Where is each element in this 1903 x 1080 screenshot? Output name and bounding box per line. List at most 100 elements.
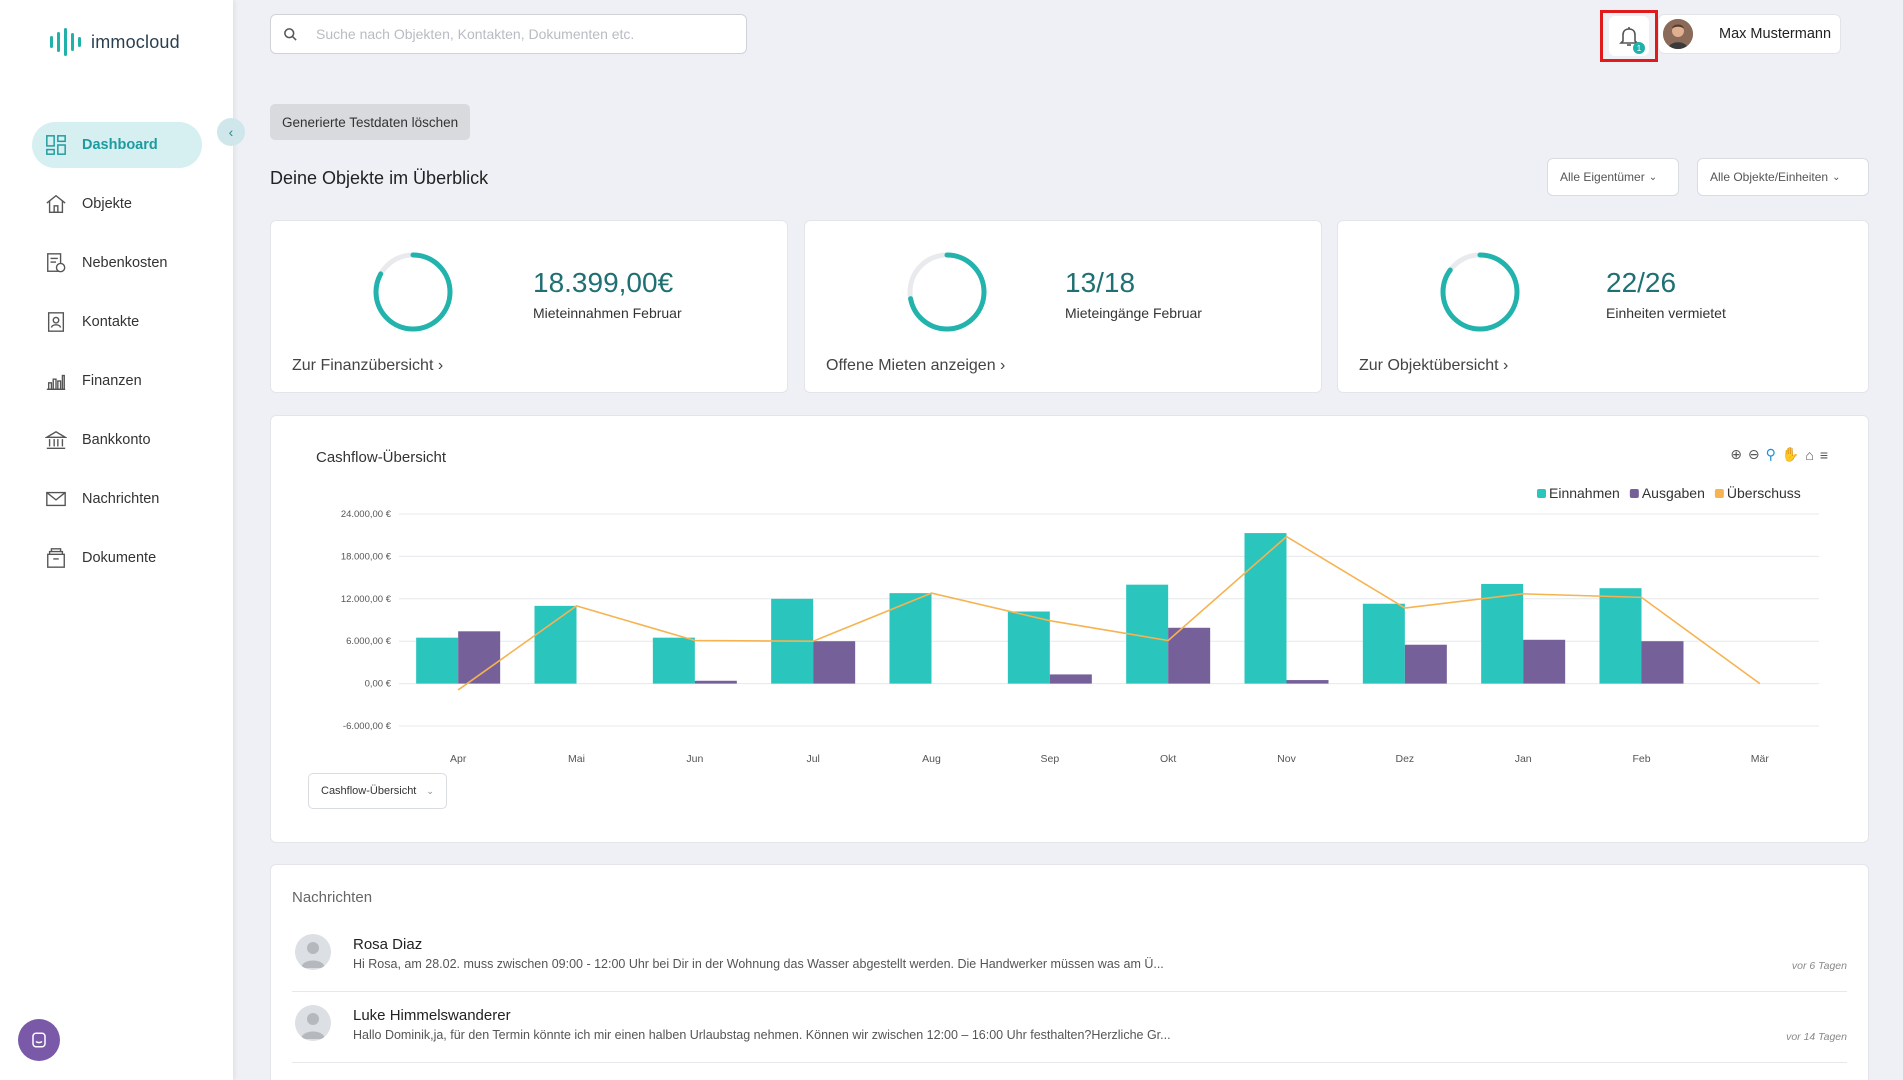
y-tick-label: 12.000,00 € — [341, 594, 392, 605]
magnifier-icon[interactable]: ⚲ — [1765, 446, 1776, 462]
bar-ausgaben — [1523, 639, 1566, 684]
sidebar-item-nebenkosten[interactable]: Nebenkosten — [32, 240, 202, 286]
message-sender: Luke Himmelswanderer — [353, 1007, 511, 1024]
x-tick-label: Apr — [450, 753, 467, 765]
collapse-sidebar-button[interactable]: ‹ — [217, 118, 245, 146]
chart-toolbar: ⊕ ⊖ ⚲ ✋ ⌂ ≡ — [1730, 446, 1828, 463]
kpi-card-rent-payments: 13/18 Mieteingänge Februar Offene Mieten… — [804, 220, 1322, 393]
sidebar-nav: Dashboard Objekte Nebenkosten Kontakte F… — [32, 122, 202, 594]
progress-ring-fill — [1440, 252, 1520, 332]
zoom-out-icon[interactable]: ⊖ — [1747, 446, 1760, 462]
sidebar-item-kontakte[interactable]: Kontakte — [32, 299, 202, 345]
y-tick-label: 18.000,00 € — [341, 551, 392, 562]
user-menu[interactable]: Max Mustermann — [1658, 14, 1841, 54]
sidebar-item-label: Nachrichten — [82, 491, 160, 507]
bar-einnahmen — [416, 637, 459, 684]
documents-icon — [44, 546, 68, 570]
message-time: vor 6 Tagen — [1791, 960, 1847, 972]
cashflow-chart: 24.000,00 € 18.000,00 € 12.000,00 € 6.000,0… — [341, 484, 1819, 765]
delete-test-data-button[interactable]: Generierte Testdaten löschen — [270, 104, 471, 140]
pan-hand-icon[interactable]: ✋ — [1781, 446, 1800, 462]
kpi-value: 22/26 — [1606, 267, 1677, 298]
y-tick-label: 24.000,00 € — [341, 509, 392, 520]
messages-card: Nachrichten Rosa Diaz Hi Rosa, am 28.02.… — [270, 864, 1869, 1080]
x-tick-label: Feb — [1632, 753, 1650, 765]
sidebar-item-nachrichten[interactable]: Nachrichten — [32, 476, 202, 522]
y-tick-label: 0,00 € — [365, 679, 392, 690]
object-overview-link[interactable]: Zur Objektübersicht › — [1359, 357, 1509, 374]
progress-ring — [373, 252, 453, 332]
x-tick-label: Aug — [922, 753, 941, 765]
bar-einnahmen — [889, 593, 932, 684]
sidebar: immocloud Dashboard Objekte Nebenkosten … — [0, 0, 233, 1080]
chart-type-select[interactable]: Cashflow-Übersicht ⌄ — [308, 773, 447, 809]
bar-ausgaben — [1286, 680, 1329, 684]
sidebar-item-dashboard[interactable]: Dashboard — [32, 122, 202, 168]
notification-highlight: 1 — [1600, 10, 1658, 62]
reset-home-icon[interactable]: ⌂ — [1805, 446, 1814, 463]
legend-marker — [1537, 489, 1546, 498]
page-title: Deine Objekte im Überblick — [270, 168, 489, 188]
x-tick-label: Mai — [568, 753, 585, 765]
kpi-card-units-rented: 22/26 Einheiten vermietet Zur Objektüber… — [1337, 220, 1869, 393]
progress-ring-fill — [907, 252, 987, 332]
x-tick-label: Okt — [1160, 753, 1176, 765]
owner-filter-select[interactable]: Alle Eigentümer ⌄ — [1547, 158, 1679, 196]
x-tick-label: Jan — [1515, 753, 1532, 765]
bank-icon — [44, 428, 68, 452]
bar-einnahmen — [534, 605, 577, 684]
x-tick-label: Jul — [806, 753, 819, 765]
message-preview: Hallo Dominik,ja, für den Termin könnte … — [353, 1028, 1171, 1042]
kpi-label: Mieteinnahmen Februar — [533, 305, 682, 321]
search-input[interactable] — [316, 26, 716, 42]
cashflow-chart-card: 24.000,00 € 18.000,00 € 12.000,00 € 6.000,0… — [270, 415, 1869, 843]
open-rents-link[interactable]: Offene Mieten anzeigen › — [826, 357, 1006, 374]
progress-ring — [1440, 252, 1520, 332]
notifications-button[interactable]: 1 — [1609, 16, 1649, 56]
kpi-card-income: 18.399,00€ Mieteinnahmen Februar Zur Fin… — [270, 220, 788, 393]
y-tick-label: -6.000,00 € — [343, 721, 392, 732]
x-tick-label: Dez — [1395, 753, 1414, 765]
bar-ausgaben — [813, 641, 856, 684]
chevron-left-icon: ‹ — [228, 124, 234, 140]
sidebar-item-dokumente[interactable]: Dokumente — [32, 535, 202, 581]
legend-marker — [1629, 489, 1639, 498]
sidebar-item-label: Dokumente — [82, 550, 157, 566]
chat-widget-button[interactable] — [18, 1019, 60, 1061]
sidebar-item-objekte[interactable]: Objekte — [32, 181, 202, 227]
progress-ring — [907, 252, 987, 332]
bar-ausgaben — [1168, 627, 1211, 684]
search-icon — [284, 27, 297, 41]
sidebar-item-label: Nebenkosten — [82, 255, 168, 271]
bar-ausgaben — [1641, 641, 1684, 684]
object-filter-select[interactable]: Alle Objekte/Einheiten ⌄ — [1697, 158, 1869, 196]
logo-icon — [50, 28, 81, 56]
dashboard-icon — [44, 133, 68, 157]
kpi-value: 18.399,00€ — [533, 267, 674, 298]
zoom-in-icon[interactable]: ⊕ — [1730, 446, 1742, 462]
x-tick-label: Nov — [1277, 753, 1296, 765]
logo-text: immocloud — [91, 31, 180, 52]
x-tick-label: Jun — [686, 753, 703, 765]
message-sender: Rosa Diaz — [353, 936, 423, 953]
sidebar-item-finanzen[interactable]: Finanzen — [32, 358, 202, 404]
message-item[interactable]: Rosa Diaz Hi Rosa, am 28.02. muss zwisch… — [292, 924, 1847, 992]
receipt-icon — [44, 251, 68, 275]
user-name: Max Mustermann — [1719, 26, 1832, 42]
finance-overview-link[interactable]: Zur Finanzübersicht › — [292, 357, 444, 374]
bar-ausgaben — [694, 680, 737, 684]
sidebar-item-label: Bankkonto — [82, 432, 151, 448]
chart-title: Cashflow-Übersicht — [316, 449, 447, 466]
search-bar[interactable] — [270, 14, 747, 54]
chart-select-value: Cashflow-Übersicht — [321, 785, 417, 797]
object-filter-value: Alle Objekte/Einheiten — [1710, 170, 1829, 184]
message-item[interactable]: Luke Himmelswanderer Hallo Dominik,ja, f… — [292, 995, 1847, 1063]
logo[interactable]: immocloud — [50, 28, 180, 56]
sidebar-item-label: Dashboard — [82, 137, 158, 153]
chevron-down-icon: ⌄ — [426, 785, 434, 796]
line-ueberschuss — [457, 535, 1761, 691]
contact-icon — [44, 310, 68, 334]
bell-icon — [1619, 27, 1639, 46]
sidebar-item-bankkonto[interactable]: Bankkonto — [32, 417, 202, 463]
menu-icon[interactable]: ≡ — [1819, 446, 1828, 463]
